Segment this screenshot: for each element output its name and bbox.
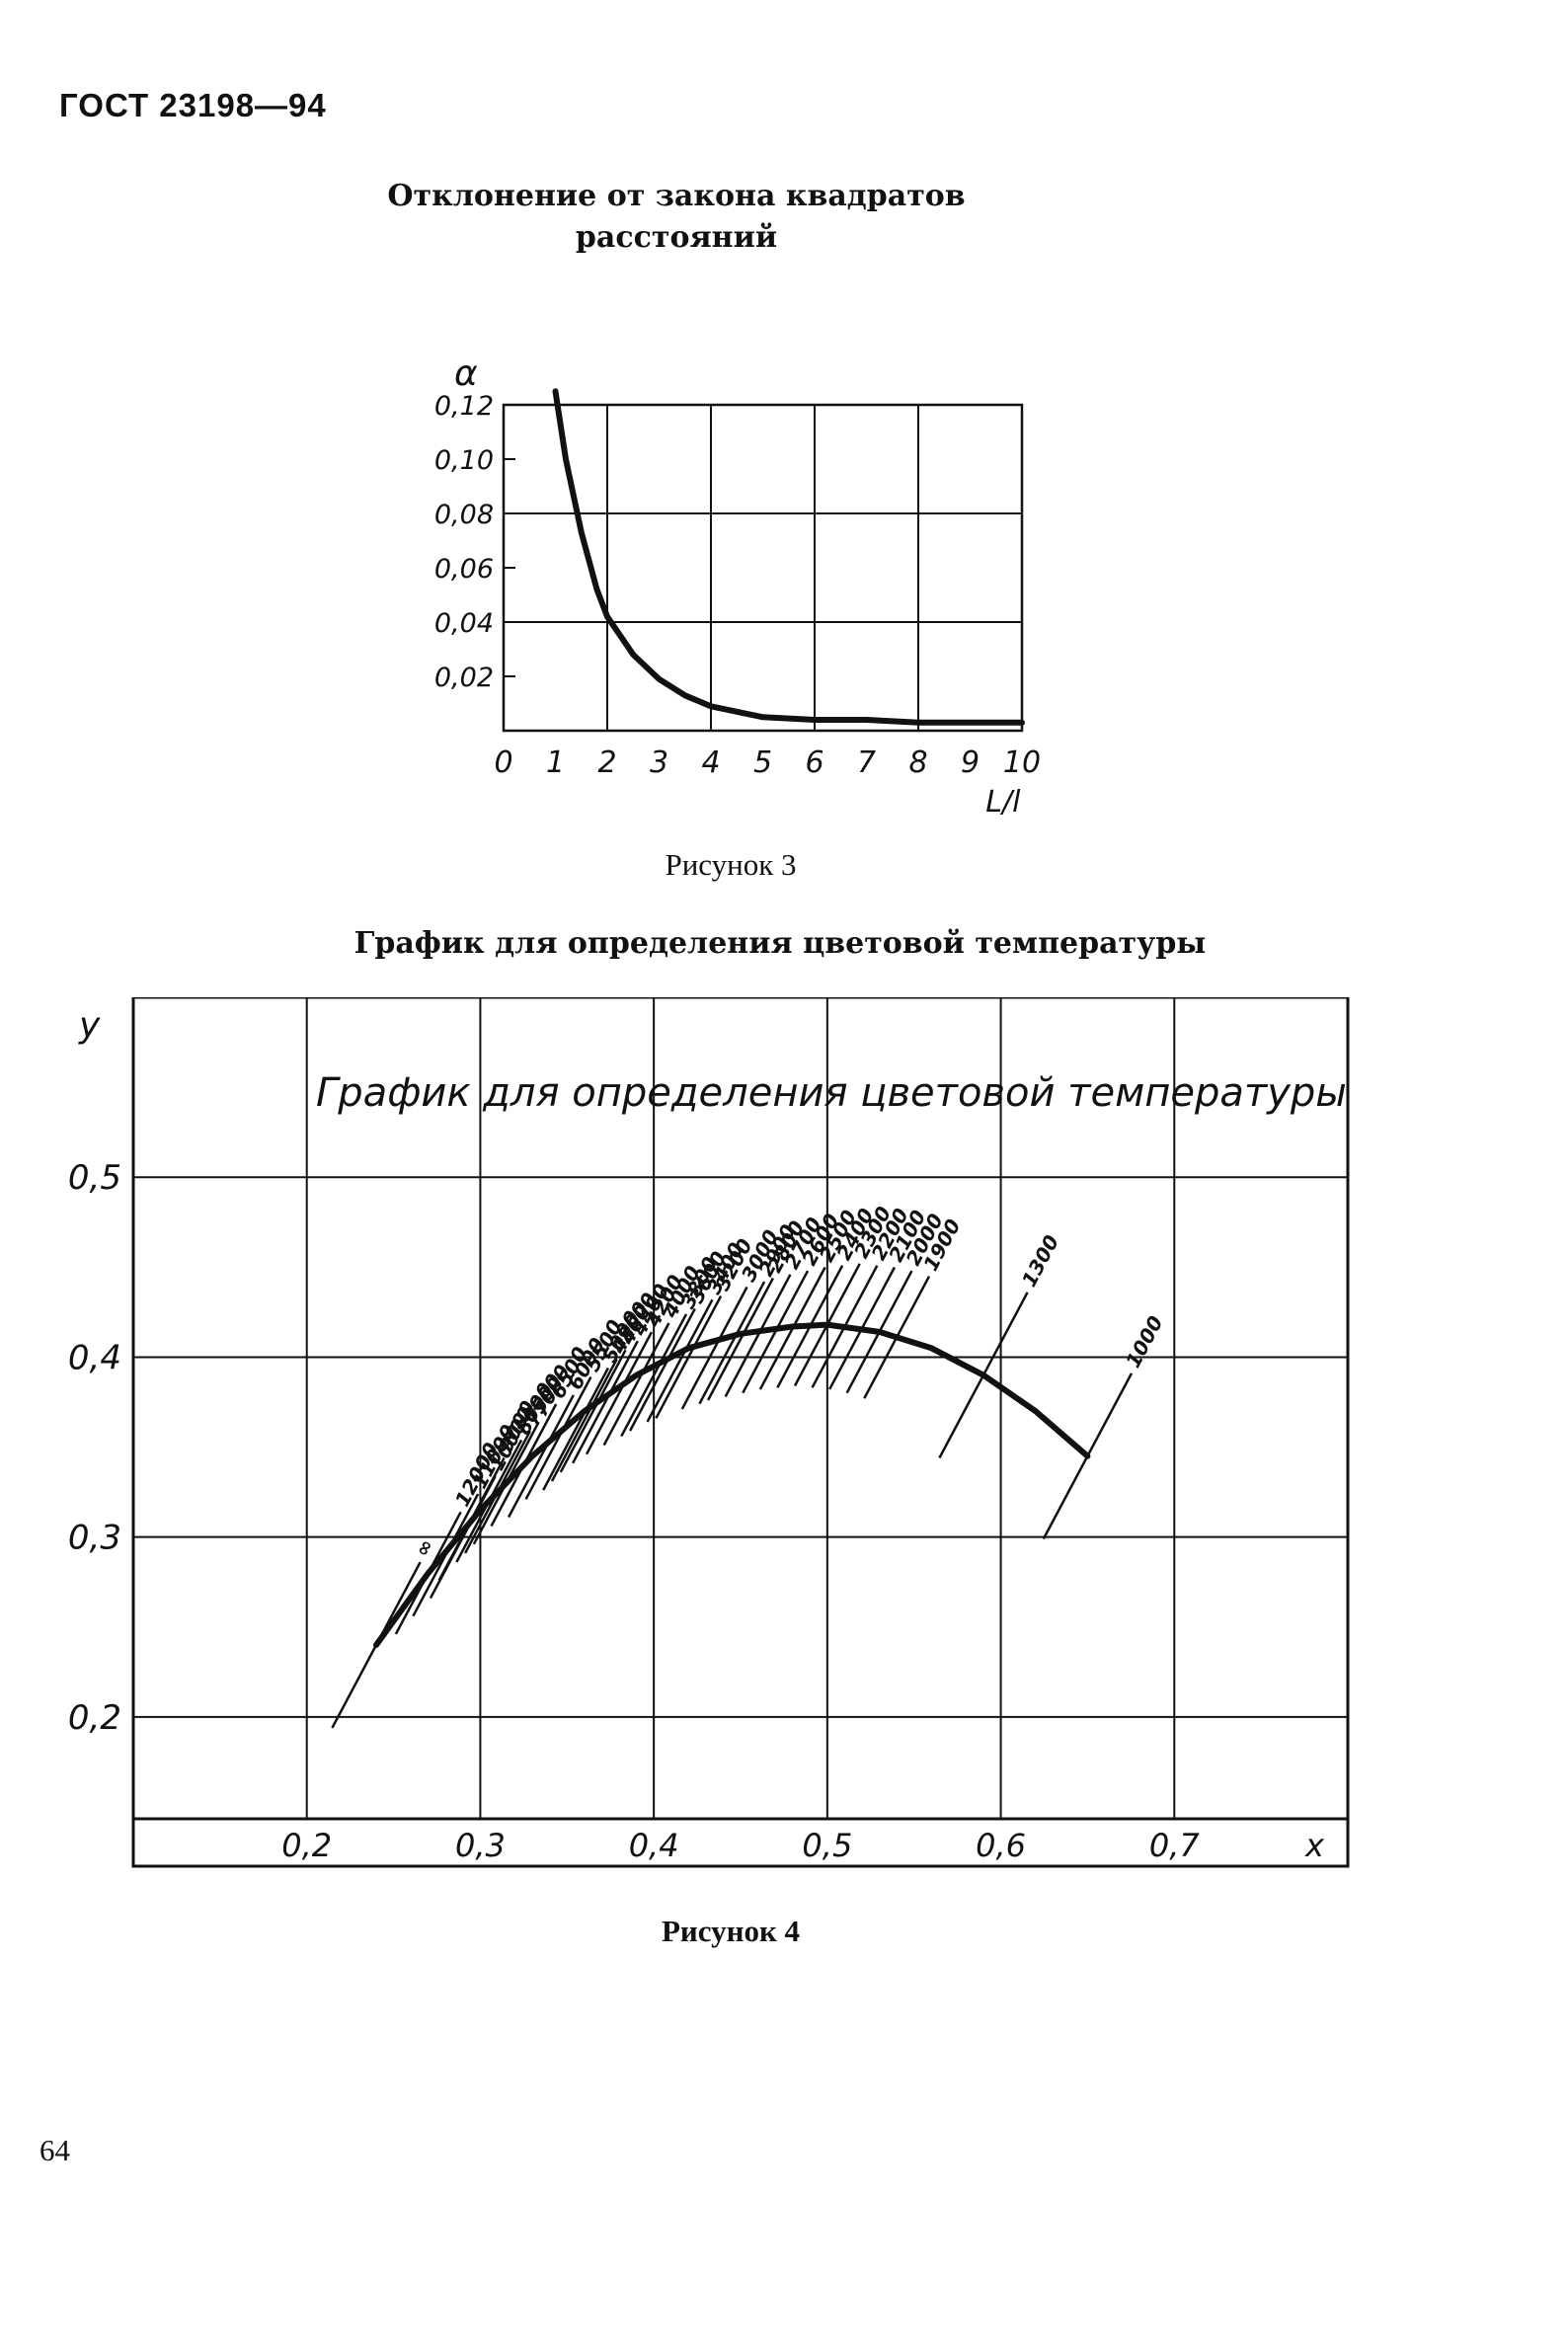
figure3-xtick-label: 3 <box>650 745 668 780</box>
figure3-xtick-label: 6 <box>805 745 823 780</box>
figure4-locus <box>373 1321 1091 1648</box>
figure3-xtick-label: 10 <box>1003 745 1041 780</box>
figure4-isotherm-line <box>698 1281 766 1405</box>
figure3-ytick-label: 0,06 <box>434 554 494 585</box>
figure3-xtick-label: 9 <box>961 745 980 780</box>
figure4-isotherm-label: ∞ <box>410 1534 438 1560</box>
figure4-frame <box>131 997 1350 1868</box>
figure4-labels: 0,2 0,3 0,4 0,5 0,6 0,7 0,5 0,4 0,3 0,2 y x График д… <box>68 1005 1347 1864</box>
figure3-labels: 0,12 0,10 0,08 0,06 0,04 0,02 0 1 2 3 4 5 6 7 8 9 10 α L/l <box>434 353 1041 820</box>
figure4-title: График для определения цветовой температ… <box>353 926 1207 961</box>
figure4-isotherm-line <box>646 1298 714 1423</box>
figure4-xlabel: x <box>1304 1827 1325 1864</box>
figure4-isotherm-line <box>550 1358 618 1482</box>
figure4-xtick-label: 0,7 <box>1149 1827 1201 1864</box>
figure4-isotherm-line <box>602 1322 670 1447</box>
figure4-grid <box>131 997 1350 1868</box>
figure3-ytick-label: 0,04 <box>434 608 494 639</box>
figure3-caption: Рисунок 3 <box>665 847 797 882</box>
figure3-xtick-label: 2 <box>597 745 616 780</box>
figure4-inner-title: График для определения цветовой температ… <box>316 1070 1347 1116</box>
figure4-isotherm-line <box>571 1340 639 1464</box>
figure4-ytick-label: 0,4 <box>68 1338 121 1377</box>
figure4-isotherm-line <box>559 1349 627 1473</box>
figure3-chart: 0,12 0,10 0,08 0,06 0,04 0,02 0 1 2 3 4 5 6 7 8 9 10 α L/l <box>434 353 1041 820</box>
figure3-ytick-label: 0,08 <box>434 500 494 530</box>
figure3-xtick-label: 7 <box>857 745 876 780</box>
figure4-isotherm-line <box>680 1286 748 1410</box>
figure4-xtick-label: 0,6 <box>976 1827 1026 1864</box>
figure4-chart: ∞120001100010000900080007500700065006000… <box>68 997 1350 1868</box>
figure4-xtick-label: 0,4 <box>629 1827 679 1864</box>
figure3-xtick-label: 0 <box>494 745 512 780</box>
figure4-isotherm-line <box>724 1274 792 1397</box>
figure4-ytick-label: 0,5 <box>68 1158 121 1198</box>
figure4-xtick-label: 0,2 <box>281 1827 332 1864</box>
figure3-title-line1: Отклонение от закона квадратов <box>387 179 966 213</box>
figure4-isotherm-line <box>507 1394 575 1519</box>
figure4-xtick-label: 0,5 <box>802 1827 852 1864</box>
figure4-xtick-label: 0,3 <box>455 1827 506 1864</box>
figure3-ytick-label: 0,02 <box>434 663 494 693</box>
figure4-locus-line <box>373 1321 1091 1648</box>
figure4-ytick-label: 0,3 <box>68 1519 121 1558</box>
figure4-isotherm-line <box>655 1295 723 1419</box>
figure3-xtick-label: 8 <box>908 745 927 780</box>
figure3-xlabel: L/l <box>985 785 1021 820</box>
figure4-isotherm-line <box>620 1313 688 1438</box>
figure4-isotherm-line <box>524 1376 592 1500</box>
figure3-xtick-label: 5 <box>753 745 772 780</box>
figure4-isotherm-line <box>706 1277 775 1401</box>
figure3-ylabel: α <box>454 353 478 394</box>
figure3-title: Отклонение от закона квадратов расстояни… <box>326 176 1027 259</box>
figure3-series-line <box>552 388 1025 726</box>
figure3-xtick-label: 4 <box>701 745 720 780</box>
figure3-frame <box>502 403 1024 733</box>
document-code: ГОСТ 23198—94 <box>59 87 327 123</box>
page-number: 64 <box>39 2133 70 2167</box>
figure4-ytick-label: 0,2 <box>68 1698 121 1738</box>
figure4-isotherm-label: 1000 <box>1121 1312 1167 1372</box>
figure3-grid <box>502 403 1024 733</box>
figure3-ytick-label: 0,12 <box>434 391 494 422</box>
figure4-isotherm-line <box>585 1331 654 1455</box>
figure3-curve <box>552 388 1025 726</box>
figure4-isotherm-label: 1300 <box>1017 1231 1063 1291</box>
figure3-ytick-label: 0,10 <box>434 445 494 476</box>
figure3-xtick-label: 1 <box>546 745 565 780</box>
figure4-isotherms: ∞120001100010000900080007500700065006000… <box>331 1203 1168 1729</box>
figure4-caption: Рисунок 4 <box>661 1914 801 1948</box>
figure3-title-line2: расстояний <box>575 220 778 255</box>
figure4-isotherm-line <box>628 1307 696 1432</box>
figure4-isotherm-line <box>542 1367 610 1491</box>
figure4-ylabel: y <box>78 1005 101 1046</box>
